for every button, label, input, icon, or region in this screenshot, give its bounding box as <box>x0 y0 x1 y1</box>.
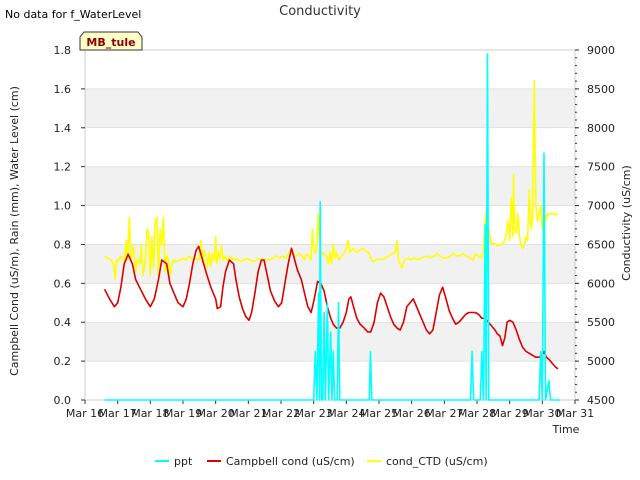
grid-band <box>85 88 575 128</box>
y-right-tick-label: 7000 <box>587 200 615 213</box>
series-line-cond_ctd <box>104 80 559 281</box>
y-left-tick-label: 1.4 <box>54 122 72 135</box>
y-left-tick-label: 1.8 <box>54 44 72 57</box>
y-left-axis-title: Campbell Cond (uS/m), Rain (mm), Water L… <box>8 86 21 376</box>
x-tick-label: Mar 31 <box>556 407 594 420</box>
x-tick-label: Mar 25 <box>360 407 398 420</box>
x-tick-label: Mar 29 <box>491 407 529 420</box>
y-right-tick-label: 4500 <box>587 394 615 407</box>
y-right-tick-label: 7500 <box>587 161 615 174</box>
x-tick-label: Mar 28 <box>458 407 496 420</box>
x-tick-label: Mar 17 <box>99 407 137 420</box>
chart-title: Conductivity <box>279 4 361 19</box>
y-left-tick-label: 0.2 <box>54 355 72 368</box>
x-tick-label: Mar 22 <box>262 407 300 420</box>
y-left-tick-label: 0.0 <box>54 394 72 407</box>
series-line-ppt <box>104 53 561 401</box>
grid-band <box>85 166 575 206</box>
y-right-tick-label: 8500 <box>587 83 615 96</box>
y-left-tick-label: 0.8 <box>54 238 72 251</box>
y-right-axis-title: Conductivity (uS/cm) <box>620 165 633 281</box>
x-axis-title: Time <box>552 423 580 436</box>
y-left-tick-label: 1.6 <box>54 83 72 96</box>
x-tick-label: Mar 23 <box>295 407 333 420</box>
x-tick-label: Mar 19 <box>164 407 202 420</box>
y-right-tick-label: 8000 <box>587 122 615 135</box>
x-tick-label: Mar 30 <box>523 407 561 420</box>
y-right-tick-label: 5000 <box>587 355 615 368</box>
plot-frame <box>84 49 576 401</box>
y-left-tick-label: 1.2 <box>54 161 72 174</box>
x-tick-label: Mar 18 <box>131 407 169 420</box>
legend-label: Campbell cond (uS/cm) <box>226 455 355 468</box>
y-right-tick-label: 6000 <box>587 277 615 290</box>
x-tick-label: Mar 20 <box>197 407 235 420</box>
legend-label: ppt <box>174 455 193 468</box>
y-left-tick-label: 0.4 <box>54 316 72 329</box>
y-right-tick-label: 5500 <box>587 316 615 329</box>
site-label: MB_tule <box>86 36 135 49</box>
series-line-campbell <box>103 245 559 370</box>
x-tick-label: Mar 26 <box>393 407 431 420</box>
x-tick-label: Mar 16 <box>66 407 104 420</box>
x-tick-label: Mar 24 <box>327 407 365 420</box>
y-left-tick-label: 1.0 <box>54 200 72 213</box>
y-right-tick-label: 6500 <box>587 238 615 251</box>
legend-label: cond_CTD (uS/cm) <box>386 455 488 468</box>
x-tick-label: Mar 21 <box>229 407 267 420</box>
site-label-box <box>79 31 143 51</box>
x-tick-label: Mar 27 <box>425 407 463 420</box>
y-right-tick-label: 9000 <box>587 44 615 57</box>
y-left-tick-label: 0.6 <box>54 277 72 290</box>
no-data-note: No data for f_WaterLevel <box>5 8 141 21</box>
